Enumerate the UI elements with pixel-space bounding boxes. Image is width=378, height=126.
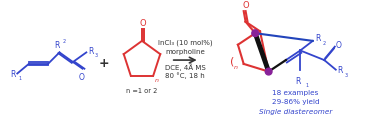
Text: R: R [88,47,94,56]
Text: n: n [234,65,238,70]
Text: O: O [79,73,85,82]
Text: 29-86% yield: 29-86% yield [272,99,319,105]
Text: 80 °C, 18 h: 80 °C, 18 h [165,72,205,79]
Text: DCE, 4Å MS: DCE, 4Å MS [165,63,206,71]
Text: 2: 2 [322,41,325,46]
Text: R: R [54,41,59,50]
Circle shape [252,30,259,37]
Text: R: R [338,66,343,75]
Circle shape [265,68,272,75]
Text: 3: 3 [95,53,98,58]
Text: (: ( [230,57,234,67]
Text: 1: 1 [305,83,308,88]
Text: morpholine: morpholine [165,49,205,55]
Text: R: R [316,35,321,43]
Text: R: R [10,70,15,79]
Text: 2: 2 [62,39,65,44]
Text: O: O [139,19,146,28]
Text: 3: 3 [344,73,347,78]
Text: O: O [242,1,249,10]
Text: 1: 1 [18,76,21,81]
Text: Single diastereomer: Single diastereomer [259,109,332,115]
Text: O: O [336,41,342,50]
Text: n =1 or 2: n =1 or 2 [126,88,158,94]
Text: R: R [296,77,301,86]
Text: InCl₃ (10 mol%): InCl₃ (10 mol%) [158,40,212,46]
Text: +: + [98,57,109,70]
Text: n: n [155,77,159,83]
Text: 18 examples: 18 examples [272,90,319,96]
